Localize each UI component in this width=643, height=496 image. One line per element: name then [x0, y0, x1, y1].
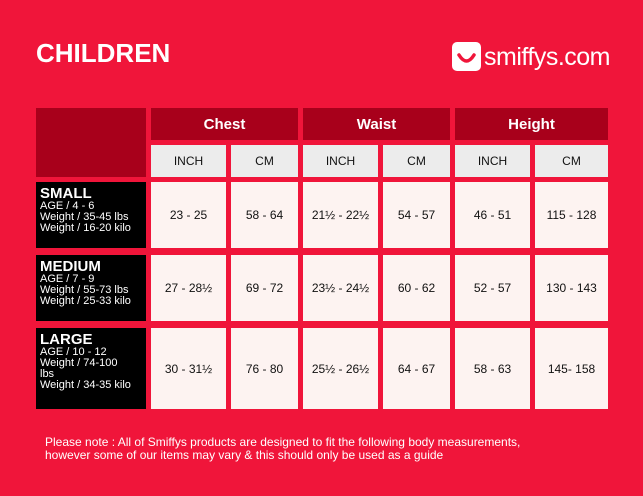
measurement-cell: 58 - 64	[231, 182, 298, 248]
size-name: LARGE	[40, 331, 93, 348]
measurement-cell: 76 - 80	[231, 328, 298, 409]
measurement-cell: 60 - 62	[383, 255, 450, 321]
measurement-cell: 69 - 72	[231, 255, 298, 321]
measurement-cell: 21½ - 22½	[303, 182, 378, 248]
unit-header: INCH	[303, 145, 378, 177]
row-label: LARGE AGE / 10 - 12 Weight / 74-100 lbs Wei…	[36, 328, 146, 409]
group-header: Waist	[303, 108, 450, 140]
logo-text: smiffys.com	[484, 43, 611, 71]
measurement-cell: 27 - 28½	[151, 255, 226, 321]
measurement-cell: 46 - 51	[455, 182, 530, 248]
size-name: MEDIUM	[40, 258, 101, 275]
unit-header: INCH	[455, 145, 530, 177]
row-label: MEDIUM AGE / 7 - 9 Weight / 55-73 lbs Weigh…	[36, 255, 146, 321]
row-label: SMALL AGE / 4 - 6 Weight / 35-45 lbs Weight…	[36, 182, 146, 248]
logo-icon	[452, 42, 481, 71]
unit-header: INCH	[151, 145, 226, 177]
group-header: Chest	[151, 108, 298, 140]
size-detail: AGE / 4 - 6	[40, 200, 95, 212]
size-detail: Weight / 55-73 lbs	[40, 284, 129, 296]
measurement-cell: 23 - 25	[151, 182, 226, 248]
measurement-cell: 130 - 143	[535, 255, 608, 321]
title: CHILDREN	[36, 38, 171, 68]
measurement-cell: 52 - 57	[455, 255, 530, 321]
size-detail: Weight / 35-45 lbs	[40, 211, 129, 223]
size-detail: Weight / 16-20 kilo	[40, 222, 131, 234]
measurement-cell: 58 - 63	[455, 328, 530, 409]
size-detail: AGE / 10 - 12	[40, 346, 107, 358]
note: Please note : All of Smiffys products ar…	[45, 436, 520, 462]
note-line: Please note : All of Smiffys products ar…	[45, 435, 521, 449]
measurement-cell: 30 - 31½	[151, 328, 226, 409]
corner-cell	[36, 108, 146, 177]
size-detail: Weight / 34-35 kilo	[40, 379, 131, 391]
measurement-cell: 23½ - 24½	[303, 255, 378, 321]
unit-header: CM	[231, 145, 298, 177]
size-detail: AGE / 7 - 9	[40, 273, 95, 285]
measurement-cell: 115 - 128	[535, 182, 608, 248]
measurement-cell: 145- 158	[535, 328, 608, 409]
unit-header: CM	[535, 145, 608, 177]
size-detail: Weight / 25-33 kilo	[40, 295, 131, 307]
size-name: SMALL	[40, 185, 92, 202]
group-header: Height	[455, 108, 608, 140]
unit-header: CM	[383, 145, 450, 177]
size-detail: Weight / 74-100 lbs	[40, 357, 118, 380]
measurement-cell: 25½ - 26½	[303, 328, 378, 409]
note-line: however some of our items may vary & thi…	[45, 448, 444, 462]
measurement-cell: 54 - 57	[383, 182, 450, 248]
measurement-cell: 64 - 67	[383, 328, 450, 409]
